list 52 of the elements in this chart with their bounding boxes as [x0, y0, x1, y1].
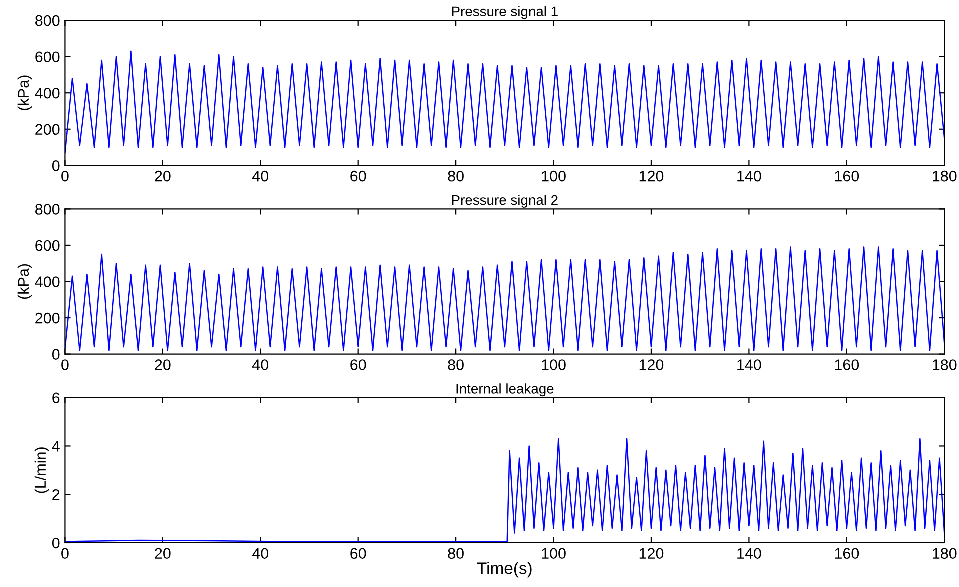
y-tick-label: 4 [52, 441, 60, 452]
x-tick-label: 140 [738, 548, 762, 560]
x-tick-label: 0 [62, 360, 69, 370]
x-tick-label: 40 [252, 360, 269, 370]
y-tick-label: 6 [52, 392, 60, 404]
y-tick-label: 0 [52, 349, 60, 360]
y-tick-label: 800 [36, 204, 60, 215]
x-tick-label: 40 [252, 170, 269, 182]
y-tick-label: 400 [35, 88, 60, 99]
x-tick-label: 160 [835, 360, 860, 370]
x-tick-label: 100 [542, 170, 566, 182]
x-tick-label: 100 [542, 360, 566, 370]
y-axis-title: (kPa) [18, 264, 32, 300]
x-tick-label: 180 [933, 170, 957, 182]
x-tick-label: 160 [835, 548, 860, 560]
x-tick-label: 120 [640, 170, 664, 182]
x-tick-label: 140 [738, 360, 762, 370]
x-tick-label: 20 [155, 548, 171, 560]
chart-title: Pressure signal 1 [452, 6, 558, 20]
chart-title: Pressure signal 2 [452, 194, 558, 208]
x-tick-label: 160 [835, 170, 860, 182]
x-tick-label: 80 [448, 360, 464, 370]
x-tick-label: 0 [62, 548, 69, 560]
x-tick-label: 80 [448, 170, 464, 182]
x-tick-label: 40 [252, 548, 269, 560]
x-tick-label: 180 [933, 360, 957, 370]
line-series [65, 246, 945, 352]
x-tick-label: 20 [155, 170, 171, 182]
y-tick-label: 600 [36, 240, 60, 252]
x-tick-label: 60 [350, 548, 366, 560]
y-tick-label: 0 [52, 160, 60, 172]
x-tick-label: 120 [640, 360, 664, 370]
chart-title: Internal leakage [456, 384, 554, 397]
y-tick-label: 200 [36, 312, 60, 324]
x-tick-label: 80 [448, 548, 464, 560]
x-axis-title: Time(s) [477, 562, 532, 578]
x-tick-label: 180 [933, 548, 957, 560]
x-tick-label: 120 [640, 548, 664, 560]
x-tick-label: 140 [738, 170, 762, 182]
x-tick-label: 60 [350, 360, 366, 370]
y-tick-label: 400 [35, 276, 60, 288]
y-tick-label: 2 [52, 489, 60, 500]
y-tick-label: 800 [36, 15, 60, 26]
x-tick-label: 0 [62, 170, 69, 182]
y-axis-title: (kPa) [18, 76, 32, 110]
x-tick-label: 20 [155, 360, 171, 370]
y-tick-label: 0 [52, 538, 60, 549]
x-tick-label: 100 [542, 548, 566, 560]
x-tick-label: 60 [350, 170, 366, 182]
y-axis-title: (L/min) [34, 448, 50, 494]
y-tick-label: 600 [36, 52, 60, 63]
y-tick-label: 200 [36, 124, 60, 136]
